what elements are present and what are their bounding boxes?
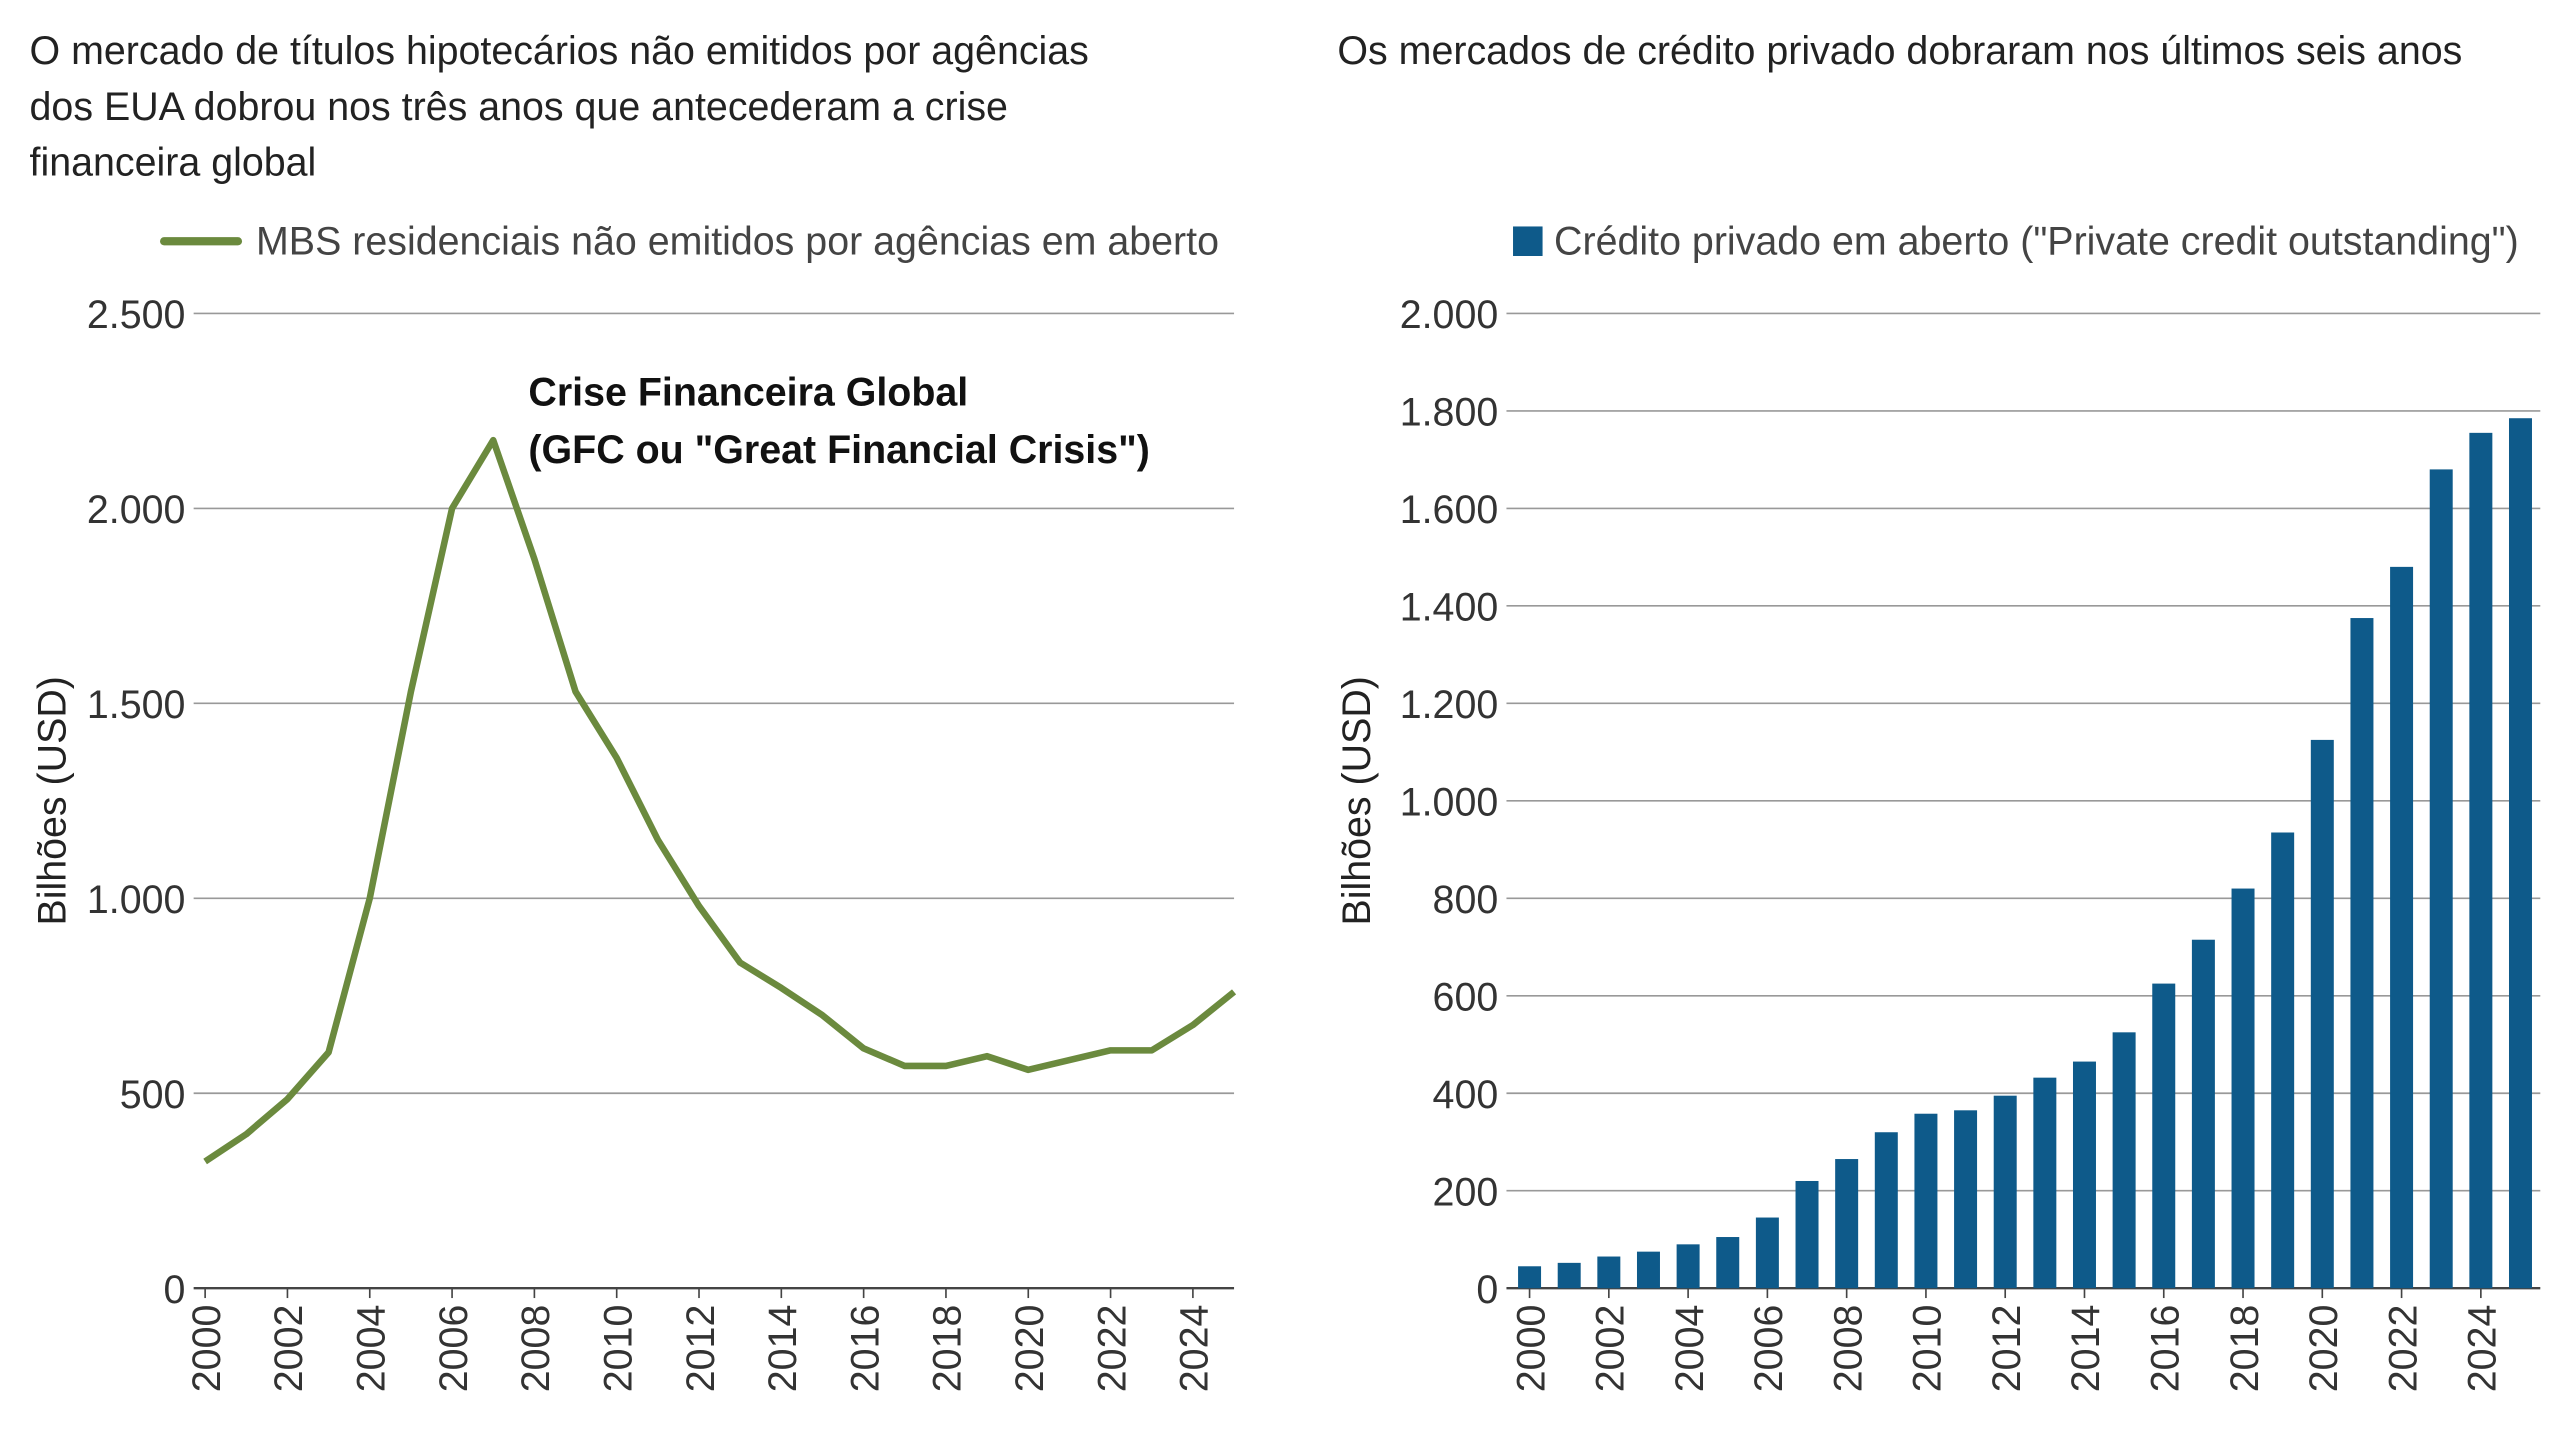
x-tick-label: 2006 xyxy=(432,1305,476,1393)
bar xyxy=(1557,1262,1581,1289)
bar xyxy=(2033,1077,2057,1289)
x-tick-label: 2010 xyxy=(1906,1305,1950,1393)
x-tick-label: 2002 xyxy=(267,1305,311,1393)
x-tick-label: 2014 xyxy=(761,1305,805,1393)
y-tick-label: 1.600 xyxy=(1400,488,1499,532)
x-tick-label: 2000 xyxy=(185,1305,229,1393)
x-tick-label: 2004 xyxy=(1668,1305,1712,1393)
bar xyxy=(2508,418,2532,1289)
bar xyxy=(2231,888,2255,1289)
x-tick-label: 2014 xyxy=(2064,1305,2108,1393)
y-tick-label: 1.000 xyxy=(1400,781,1499,825)
bar xyxy=(1795,1180,1819,1289)
y-tick-label: 1.000 xyxy=(87,878,186,922)
bar xyxy=(1874,1132,1898,1289)
x-tick-label: 2018 xyxy=(926,1305,970,1393)
x-tick-label: 2022 xyxy=(1090,1305,1134,1393)
y-tick-label: 500 xyxy=(120,1073,186,1117)
x-tick-label: 2010 xyxy=(596,1305,640,1393)
chart-title: dos EUA dobrou nos três anos que anteced… xyxy=(30,85,1008,129)
annotation: (GFC ou "Great Financial Crisis") xyxy=(528,428,1150,472)
x-tick-label: 2002 xyxy=(1589,1305,1633,1393)
bar xyxy=(2469,432,2493,1289)
bar xyxy=(2310,739,2334,1289)
bar xyxy=(2390,566,2414,1289)
y-tick-label: 2.000 xyxy=(87,488,186,532)
x-tick-label: 2020 xyxy=(2302,1305,2346,1393)
bar xyxy=(2350,618,2374,1289)
y-tick-label: 800 xyxy=(1433,878,1499,922)
x-tick-label: 2008 xyxy=(514,1305,558,1393)
x-tick-label: 2024 xyxy=(2461,1305,2505,1393)
x-tick-label: 2012 xyxy=(679,1305,723,1393)
y-tick-label: 400 xyxy=(1433,1073,1499,1117)
bar xyxy=(2152,983,2176,1289)
legend-label: MBS residenciais não emitidos por agênci… xyxy=(256,219,1219,263)
bar xyxy=(1954,1110,1978,1289)
y-tick-label: 2.000 xyxy=(1400,293,1499,337)
y-tick-label: 0 xyxy=(1476,1268,1498,1312)
bar xyxy=(1636,1251,1660,1289)
annotation: Crise Financeira Global xyxy=(528,370,968,414)
legend-label: Crédito privado em aberto ("Private cred… xyxy=(1554,219,2519,263)
bar xyxy=(1716,1237,1740,1289)
legend-swatch xyxy=(1513,226,1543,256)
x-tick-label: 2018 xyxy=(2223,1305,2267,1393)
y-axis-label: Bilhões (USD) xyxy=(31,676,75,925)
x-tick-label: 2022 xyxy=(2381,1305,2425,1393)
y-tick-label: 0 xyxy=(164,1268,186,1312)
y-tick-label: 200 xyxy=(1433,1170,1499,1214)
x-tick-label: 2004 xyxy=(350,1305,394,1393)
y-tick-label: 600 xyxy=(1433,976,1499,1020)
chart-title: Os mercados de crédito privado dobraram … xyxy=(1337,29,2462,73)
data-line xyxy=(203,436,1237,1165)
x-tick-label: 2012 xyxy=(1985,1305,2029,1393)
x-tick-label: 2006 xyxy=(1747,1305,1791,1393)
chart-title: financeira global xyxy=(30,141,317,185)
x-tick-label: 2016 xyxy=(2144,1305,2188,1393)
y-tick-label: 1.800 xyxy=(1400,391,1499,435)
bar xyxy=(1518,1266,1542,1289)
x-tick-label: 2020 xyxy=(1008,1305,1052,1393)
y-tick-label: 1.400 xyxy=(1400,586,1499,630)
bar xyxy=(1676,1244,1700,1289)
y-axis-label: Bilhões (USD) xyxy=(1335,676,1379,925)
x-tick-label: 2000 xyxy=(1509,1305,1553,1393)
y-tick-label: 1.200 xyxy=(1400,683,1499,727)
y-tick-label: 2.500 xyxy=(87,293,186,337)
bar xyxy=(2271,832,2295,1289)
bar xyxy=(1835,1159,1859,1289)
x-tick-label: 2008 xyxy=(1826,1305,1870,1393)
bar xyxy=(1755,1217,1779,1289)
x-tick-label: 2016 xyxy=(843,1305,887,1393)
bar xyxy=(2429,469,2453,1289)
y-tick-label: 1.500 xyxy=(87,683,186,727)
bar xyxy=(1597,1256,1621,1289)
bar xyxy=(2072,1061,2096,1289)
chart-title: O mercado de títulos hipotecários não em… xyxy=(30,29,1089,73)
x-tick-label: 2024 xyxy=(1173,1305,1217,1393)
bar xyxy=(2191,939,2215,1289)
bar xyxy=(2112,1032,2136,1289)
bar xyxy=(1993,1095,2017,1289)
bar xyxy=(1914,1113,1938,1289)
